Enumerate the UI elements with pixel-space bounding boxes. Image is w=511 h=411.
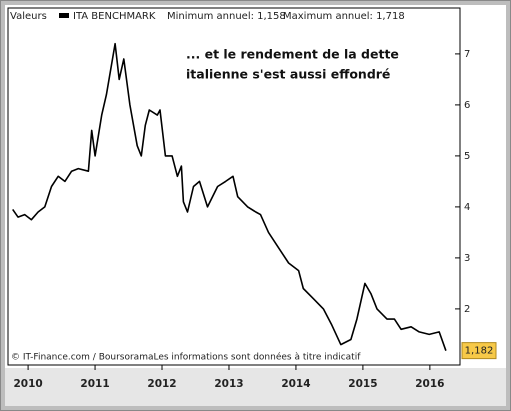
y-tick-label: 5 <box>464 151 470 162</box>
x-tick-label: 2011 <box>80 378 109 390</box>
header-min: Minimum annuel: 1,158 <box>167 11 286 22</box>
x-tick-label: 2010 <box>13 378 42 390</box>
plot-area <box>7 7 461 366</box>
y-tick-label: 4 <box>464 202 470 213</box>
x-tick-label: 2012 <box>147 378 176 390</box>
x-tick-label: 2016 <box>415 378 444 390</box>
footer: © IT-Finance.com / BoursoramaLes informa… <box>11 352 361 363</box>
header-max: Maximum annuel: 1,718 <box>283 11 405 22</box>
last-value-label: 1,182 <box>465 346 494 357</box>
x-tick-label: 2014 <box>281 378 310 390</box>
y-tick-label: 2 <box>464 304 470 315</box>
annotation: ... et le rendement de la dette <box>186 47 399 62</box>
x-axis-band <box>5 368 506 406</box>
header-label: Valeurs <box>10 11 47 22</box>
x-tick-label: 2015 <box>348 378 377 390</box>
series-line <box>12 42 447 351</box>
y-tick-label: 6 <box>464 100 470 111</box>
legend-swatch <box>59 13 69 18</box>
x-tick-label: 2013 <box>214 378 243 390</box>
y-tick-label: 7 <box>464 49 470 60</box>
legend-label: ITA BENCHMARK <box>73 11 156 22</box>
last-value-box <box>461 342 497 360</box>
y-tick-label: 3 <box>464 253 470 264</box>
annotation: italienne s'est aussi effondré <box>186 67 390 82</box>
